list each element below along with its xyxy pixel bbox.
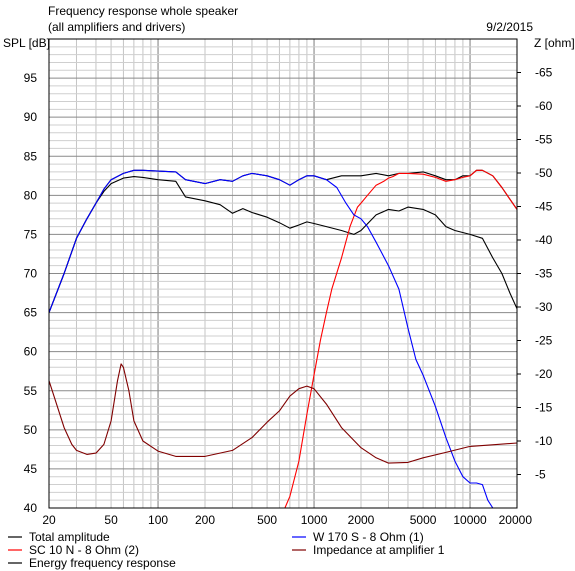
legend-label-impedance-at-amplifier-1: Impedance at amplifier 1 (313, 543, 445, 557)
legend-label-sc-10-n-8-ohm-2: SC 10 N - 8 Ohm (2) (29, 543, 139, 557)
y-tick-label: 60 (24, 345, 38, 359)
series-lines (48, 169, 518, 509)
y-tick-label: 85 (24, 149, 38, 163)
x-tick-label: 20 (42, 513, 56, 527)
y-tick-label: 95 (24, 71, 38, 85)
y2-tick-label: -30 (535, 300, 553, 314)
series-line-sc-10-n-8-ohm-2 (284, 169, 518, 509)
grid (49, 39, 517, 508)
legend-label-w-170-s-8-ohm-1: W 170 S - 8 Ohm (1) (313, 530, 424, 544)
y2-tick-label: -35 (535, 267, 553, 281)
chart-subtitle: (all amplifiers and drivers) (48, 20, 186, 34)
chart-title: Frequency response whole speaker (48, 4, 239, 18)
tick-labels: 40 45 50 55 60 65 70 75 80 85 90 95 -5 -10 -15 -20 -25 -3… (24, 66, 553, 528)
y-tick-label: 80 (24, 188, 38, 202)
x-tick-label: 200 (195, 513, 215, 527)
chart-date: 9/2/2015 (486, 20, 533, 34)
y2-tick-label: -20 (535, 367, 553, 381)
series-line-energy-frequency-response (48, 176, 518, 313)
y2-tick-label: -5 (535, 468, 546, 482)
x-tick-label: 2000 (348, 513, 375, 527)
legend: Total amplitude W 170 S - 8 Ohm (1) SC 10 … (8, 530, 445, 570)
plot-frame (48, 38, 518, 509)
series-line-total-amplitude (48, 169, 518, 313)
y2-tick-label: -25 (535, 334, 553, 348)
series-line-w-170-s-8-ohm-1 (48, 169, 517, 509)
y2-tick-label: -45 (535, 200, 553, 214)
y2-tick-label: -65 (535, 66, 553, 80)
y2-axis-label: Z [ohm] (534, 36, 575, 50)
x-tick-label: 50 (104, 513, 118, 527)
x-tick-label: 1000 (301, 513, 328, 527)
y-tick-label: 90 (24, 110, 38, 124)
x-tick-label: 5000 (410, 513, 437, 527)
y-tick-label: 65 (24, 306, 38, 320)
y2-tick-label: -50 (535, 166, 553, 180)
x-tick-label: 100 (148, 513, 168, 527)
y-tick-label: 55 (24, 384, 38, 398)
series-line-impedance-at-amplifier-1 (48, 363, 518, 464)
y2-tick-label: -15 (535, 401, 553, 415)
y2-tick-label: -60 (535, 99, 553, 113)
y-tick-label: 70 (24, 267, 38, 281)
y-tick-label: 50 (24, 423, 38, 437)
legend-label-energy-frequency-response: Energy frequency response (29, 556, 176, 570)
x-tick-label: 10000 (453, 513, 487, 527)
y2-tick-label: -55 (535, 133, 553, 147)
y2-tick-label: -40 (535, 233, 553, 247)
x-tick-label: 500 (257, 513, 277, 527)
y-tick-label: 75 (24, 227, 38, 241)
x-tick-label: 20000 (499, 513, 533, 527)
legend-label-total-amplitude: Total amplitude (29, 530, 110, 544)
y2-tick-label: -10 (535, 434, 553, 448)
y-axis-label: SPL [dB] (3, 36, 50, 50)
y-tick-label: 45 (24, 462, 38, 476)
y-tick-label: 40 (24, 501, 38, 515)
